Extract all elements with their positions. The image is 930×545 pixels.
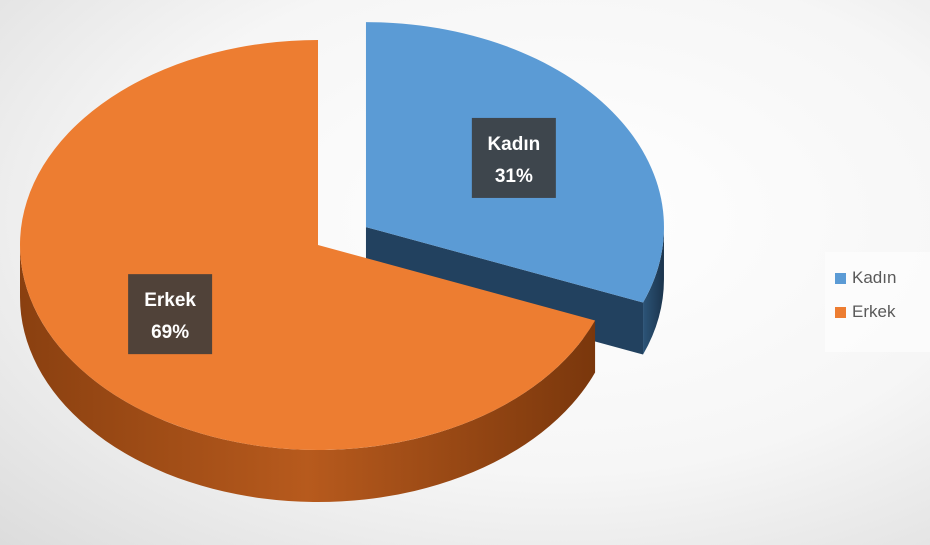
data-label-value-0: 31% [495,166,533,187]
slice-side-1 [20,245,596,502]
legend: Kadın Erkek [825,252,930,352]
slice-outer-wall-1 [20,245,596,502]
data-label-box-0 [471,117,556,198]
data-label-0: Kadın 31% [471,117,556,198]
legend-swatch-erkek [835,306,846,318]
data-label-box-1 [128,274,213,355]
data-label-value-1: 69% [151,322,189,343]
legend-swatch-kadin [835,272,846,284]
data-label-category-0: Kadın [487,134,540,155]
slice-outer-wall-0 [643,227,664,355]
legend-item-erkek[interactable]: Erkek [835,298,930,326]
legend-label-kadin: Kadın [852,268,897,287]
legend-item-kadin[interactable]: Kadın [835,264,930,292]
data-labels-group: Kadın 31% Erkek 69% [128,117,556,355]
legend-label-erkek: Erkek [852,302,896,321]
data-label-category-1: Erkek [144,290,196,311]
data-label-1: Erkek 69% [128,274,213,355]
